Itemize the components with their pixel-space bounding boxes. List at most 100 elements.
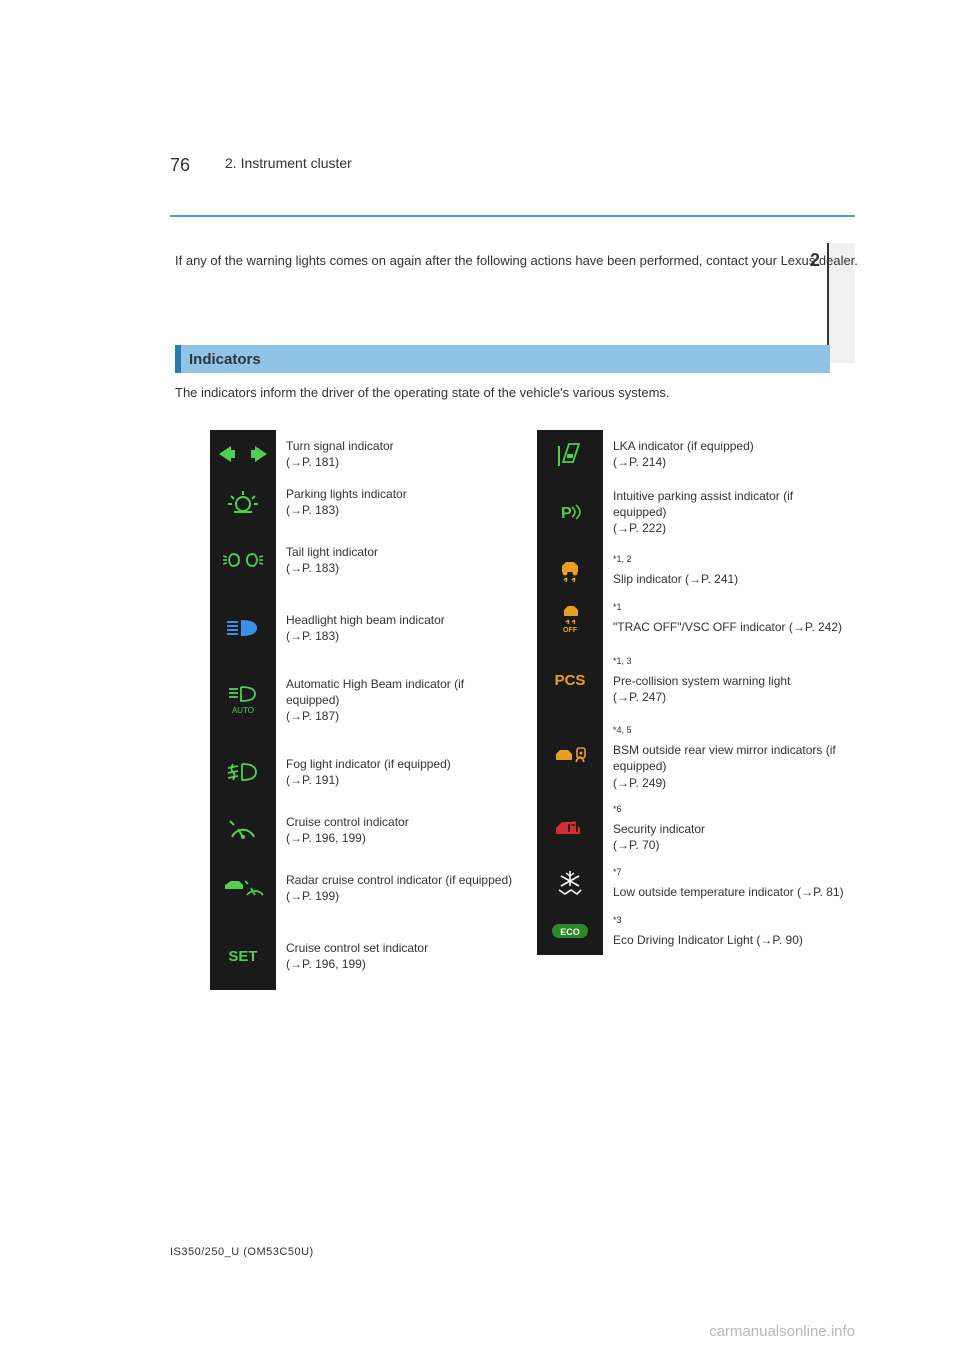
desc: *4, 5 BSM outside rear view mirror indic… xyxy=(603,718,852,797)
sup: *7 xyxy=(613,867,622,877)
row-low-temp: *7 Low outside temperature indicator (→P… xyxy=(537,859,852,907)
desc: Tail light indicator (→P. 183) xyxy=(276,526,525,594)
sup: *6 xyxy=(613,804,622,814)
desc-text: Low outside temperature indicator (→P. 8… xyxy=(613,884,846,900)
row-ips: P Intuitive parking assist indicator (if… xyxy=(537,478,852,546)
desc: *6 Security indicator (→P. 70) xyxy=(603,797,852,860)
sup: *1 xyxy=(613,602,622,612)
desc: *1, 3 Pre-collision system warning light… xyxy=(603,642,852,718)
vsc-off-icon: OFF xyxy=(537,594,603,642)
watermark: carmanualsonline.info xyxy=(709,1323,855,1340)
page-root: 76 2. Instrument cluster 2 If any of the… xyxy=(0,0,960,200)
desc-ref: (→P. 70) xyxy=(613,837,846,853)
desc: Turn signal indicator (→P. 181) xyxy=(276,430,525,478)
header-rule xyxy=(170,215,855,217)
desc: Fog light indicator (if equipped) (→P. 1… xyxy=(276,738,525,806)
desc-ref: (→P. 214) xyxy=(613,454,846,470)
sup: *1, 2 xyxy=(613,554,632,564)
indicator-columns: Turn signal indicator (→P. 181) xyxy=(210,430,852,990)
lka-icon xyxy=(537,430,603,478)
tail-light-icon xyxy=(210,526,276,594)
row-lka: LKA indicator (if equipped) (→P. 214) xyxy=(537,430,852,478)
row-slip: *1, 2 Slip indicator (→P. 241) xyxy=(537,546,852,594)
desc-ref: (→P. 183) xyxy=(286,502,519,518)
snowflake-icon xyxy=(537,859,603,907)
turn-signal-icon xyxy=(210,430,276,478)
desc-ref: (→P. 187) xyxy=(286,708,519,724)
svg-text:ECO: ECO xyxy=(560,927,580,937)
desc: Automatic High Beam indicator (if equipp… xyxy=(276,662,525,738)
desc-text: "TRAC OFF"/VSC OFF indicator (→P. 242) xyxy=(613,619,846,635)
desc: Headlight high beam indicator (→P. 183) xyxy=(276,594,525,662)
row-tail-light: Tail light indicator (→P. 183) xyxy=(210,526,525,594)
desc-ref: (→P. 196, 199) xyxy=(286,830,519,846)
row-auto-high-beam: AUTO Automatic High Beam indicator (if e… xyxy=(210,662,525,738)
desc-text: Parking lights indicator xyxy=(286,486,519,502)
row-vsc-off: OFF *1 "TRAC OFF"/VSC OFF indicator (→P.… xyxy=(537,594,852,642)
desc: Intuitive parking assist indicator (if e… xyxy=(603,478,852,546)
svg-text:OFF: OFF xyxy=(563,627,578,634)
desc-ref: (→P. 181) xyxy=(286,454,519,470)
sup: *1, 3 xyxy=(613,656,632,666)
desc-ref: (→P. 191) xyxy=(286,772,519,788)
parking-assist-icon: P xyxy=(537,478,603,546)
desc: Cruise control set indicator (→P. 196, 1… xyxy=(276,922,525,990)
desc-text: Cruise control indicator xyxy=(286,814,519,830)
desc-ref: (→P. 183) xyxy=(286,560,519,576)
high-beam-icon xyxy=(210,594,276,662)
svg-text:AUTO: AUTO xyxy=(232,706,254,715)
desc-text: Intuitive parking assist indicator (if e… xyxy=(613,488,846,520)
fog-light-icon xyxy=(210,738,276,806)
breadcrumb: 2. Instrument cluster xyxy=(225,155,352,171)
desc-text: Slip indicator (→P. 241) xyxy=(613,571,846,587)
parking-lights-icon xyxy=(210,478,276,526)
eco-icon: ECO xyxy=(537,907,603,955)
radar-cruise-icon xyxy=(210,854,276,922)
desc-text: BSM outside rear view mirror indicators … xyxy=(613,742,846,774)
right-column: LKA indicator (if equipped) (→P. 214) P … xyxy=(537,430,852,990)
row-eco: ECO *3 Eco Driving Indicator Light (→P. … xyxy=(537,907,852,955)
security-icon xyxy=(537,797,603,860)
left-column: Turn signal indicator (→P. 181) xyxy=(210,430,525,990)
desc-text: Automatic High Beam indicator (if equipp… xyxy=(286,676,519,708)
desc: LKA indicator (if equipped) (→P. 214) xyxy=(603,430,852,478)
slip-icon xyxy=(537,546,603,594)
sup: *3 xyxy=(613,915,622,925)
section-header: Indicators xyxy=(175,345,830,373)
desc: *1, 2 Slip indicator (→P. 241) xyxy=(603,546,852,594)
desc: Cruise control indicator (→P. 196, 199) xyxy=(276,806,525,854)
svg-text:SET: SET xyxy=(228,948,257,965)
desc-text: Turn signal indicator xyxy=(286,438,519,454)
desc-text: Radar cruise control indicator (if equip… xyxy=(286,872,519,888)
row-cruise: Cruise control indicator (→P. 196, 199) xyxy=(210,806,525,854)
svg-text:P: P xyxy=(561,505,572,522)
note-text: If any of the warning lights comes on ag… xyxy=(175,253,858,268)
row-radar-cruise: Radar cruise control indicator (if equip… xyxy=(210,854,525,922)
desc-text: Fog light indicator (if equipped) xyxy=(286,756,519,772)
desc-ref: (→P. 199) xyxy=(286,888,519,904)
row-fog-light: Fog light indicator (if equipped) (→P. 1… xyxy=(210,738,525,806)
row-pcs: PCS *1, 3 Pre-collision system warning l… xyxy=(537,642,852,718)
desc: Parking lights indicator (→P. 183) xyxy=(276,478,525,526)
auto-high-beam-icon: AUTO xyxy=(210,662,276,738)
desc-text: Security indicator xyxy=(613,821,846,837)
desc-text: Cruise control set indicator xyxy=(286,940,519,956)
footer-code: IS350/250_U (OM53C50U) xyxy=(170,1246,314,1258)
desc-text: LKA indicator (if equipped) xyxy=(613,438,846,454)
desc-ref: (→P. 247) xyxy=(613,689,846,705)
pcs-icon: PCS xyxy=(537,642,603,718)
desc-text: Eco Driving Indicator Light (→P. 90) xyxy=(613,932,846,948)
desc: Radar cruise control indicator (if equip… xyxy=(276,854,525,922)
svg-text:PCS: PCS xyxy=(555,672,586,689)
row-bsm: *4, 5 BSM outside rear view mirror indic… xyxy=(537,718,852,797)
page-number: 76 xyxy=(170,155,190,176)
sup: *4, 5 xyxy=(613,725,632,735)
desc-ref: (→P. 183) xyxy=(286,628,519,644)
desc-text: Pre-collision system warning light xyxy=(613,673,846,689)
set-icon: SET xyxy=(210,922,276,990)
row-high-beam: Headlight high beam indicator (→P. 183) xyxy=(210,594,525,662)
desc-ref: (→P. 249) xyxy=(613,775,846,791)
row-set: SET Cruise control set indicator (→P. 19… xyxy=(210,922,525,990)
intro-text: The indicators inform the driver of the … xyxy=(175,385,830,400)
desc: *3 Eco Driving Indicator Light (→P. 90) xyxy=(603,907,852,955)
